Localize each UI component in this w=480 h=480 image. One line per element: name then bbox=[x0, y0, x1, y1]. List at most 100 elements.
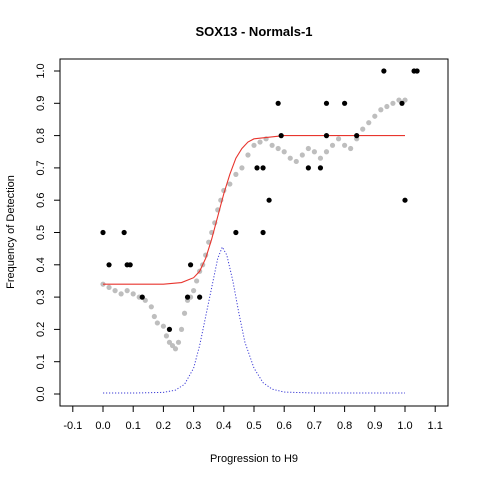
x-tick-label: 0.2 bbox=[156, 420, 171, 432]
smoothed-point bbox=[227, 181, 233, 187]
x-tick-label: 0.4 bbox=[216, 420, 231, 432]
data-point bbox=[323, 100, 330, 106]
x-axis: -0.1 0.0 0.1 0.2 0.3 0.4 0.5 0.6 0.7 0.8 0.9 1.0 1.1 bbox=[63, 406, 443, 432]
x-tick-label: -0.1 bbox=[63, 420, 82, 432]
y-tick-label: 0.2 bbox=[35, 322, 47, 337]
data-point bbox=[381, 68, 387, 74]
data-point bbox=[414, 68, 420, 74]
smoothed-point bbox=[299, 152, 305, 158]
data-point bbox=[139, 294, 145, 300]
smoothed-point bbox=[323, 149, 330, 155]
plot-area bbox=[100, 68, 420, 394]
data-point bbox=[106, 262, 112, 268]
data-point bbox=[187, 262, 194, 268]
data-point bbox=[184, 294, 191, 300]
smoothed-point bbox=[275, 145, 281, 152]
data-point bbox=[260, 229, 266, 236]
x-tick-label: 0.6 bbox=[277, 420, 292, 432]
y-axis-label: Frequency of Detection bbox=[5, 175, 17, 289]
smoothed-point bbox=[233, 171, 239, 177]
density-curve-line bbox=[103, 245, 405, 394]
y-tick-label: 0.0 bbox=[35, 386, 47, 401]
smoothed-point bbox=[311, 149, 317, 155]
x-tick-label: 0.1 bbox=[126, 420, 141, 432]
chart-title: SOX13 - Normals-1 bbox=[195, 24, 312, 39]
smoothed-point bbox=[287, 155, 293, 161]
data-point bbox=[121, 229, 127, 236]
smoothed-point bbox=[360, 126, 366, 132]
smoothed-point bbox=[178, 326, 185, 332]
smoothed-point bbox=[257, 139, 263, 145]
data-point bbox=[323, 133, 330, 139]
smoothed-point bbox=[124, 288, 130, 294]
smoothed-point bbox=[106, 284, 112, 291]
y-tick-label: 1.0 bbox=[35, 63, 47, 78]
smoothed-point bbox=[335, 136, 342, 142]
smoothed-point bbox=[181, 310, 188, 316]
smoothed-point bbox=[245, 152, 251, 158]
data-point bbox=[166, 326, 173, 332]
smoothed-point bbox=[118, 291, 124, 297]
y-tick-label: 0.4 bbox=[35, 257, 47, 272]
x-tick-label: 1.1 bbox=[428, 420, 443, 432]
x-tick-label: 0.5 bbox=[246, 420, 261, 432]
y-tick-label: 0.8 bbox=[35, 128, 47, 143]
smoothed-point bbox=[194, 278, 200, 284]
smoothed-point bbox=[378, 107, 384, 113]
data-point bbox=[399, 100, 405, 106]
x-tick-label: 0.3 bbox=[186, 420, 201, 432]
smoothed-point bbox=[148, 304, 154, 310]
smoothed-point bbox=[305, 145, 311, 152]
data-point bbox=[317, 165, 324, 171]
smoothed-point bbox=[160, 323, 166, 329]
smoothed-point bbox=[317, 155, 324, 161]
data-point bbox=[275, 100, 281, 106]
y-tick-label: 0.6 bbox=[35, 193, 47, 208]
data-point bbox=[266, 197, 272, 203]
smoothed-point bbox=[163, 333, 170, 339]
x-tick-label: 0.9 bbox=[367, 420, 382, 432]
smoothed-point bbox=[329, 142, 336, 148]
x-axis-label: Progression to H9 bbox=[210, 453, 298, 465]
y-tick-label: 0.1 bbox=[35, 354, 47, 369]
data-point bbox=[342, 100, 348, 106]
y-tick-label: 0.7 bbox=[35, 160, 47, 175]
smoothed-point bbox=[293, 158, 299, 165]
smoothed-point bbox=[112, 288, 118, 294]
data-point bbox=[354, 133, 360, 139]
smoothed-point bbox=[384, 103, 390, 110]
smoothed-point bbox=[151, 313, 157, 320]
smoothed-point bbox=[366, 120, 372, 126]
smoothed-point bbox=[154, 320, 160, 326]
data-point bbox=[197, 294, 203, 300]
smoothed-point bbox=[239, 165, 245, 171]
smoothed-point bbox=[172, 346, 179, 352]
plot-frame bbox=[59, 58, 449, 407]
smoothed-point bbox=[348, 145, 354, 152]
y-tick-label: 0.5 bbox=[35, 225, 47, 240]
data-point bbox=[260, 165, 266, 171]
fit-curve-line bbox=[103, 135, 405, 285]
smoothed-point bbox=[269, 142, 275, 148]
data-point bbox=[254, 165, 260, 171]
y-tick-label: 0.9 bbox=[35, 96, 47, 111]
smoothed-point bbox=[281, 149, 287, 155]
y-axis: 0.0 0.1 0.2 0.3 0.4 0.5 0.6 0.7 0.8 0.9 1.0 bbox=[35, 63, 60, 402]
x-tick-label: 1.0 bbox=[397, 420, 412, 432]
smoothed-point bbox=[372, 113, 378, 119]
data-point bbox=[305, 165, 311, 171]
data-point bbox=[127, 262, 133, 268]
x-tick-label: 0.8 bbox=[337, 420, 352, 432]
smoothed-point bbox=[342, 142, 348, 148]
data-point bbox=[233, 229, 239, 236]
y-tick-label: 0.3 bbox=[35, 289, 47, 304]
smoothed-point bbox=[175, 339, 182, 345]
x-tick-label: 0.7 bbox=[307, 420, 322, 432]
smoothed-point bbox=[130, 291, 136, 297]
x-tick-label: 0.0 bbox=[95, 420, 110, 432]
data-point bbox=[100, 229, 106, 236]
smoothed-point bbox=[191, 288, 197, 294]
data-point bbox=[402, 197, 408, 203]
smoothed-point bbox=[251, 142, 257, 148]
